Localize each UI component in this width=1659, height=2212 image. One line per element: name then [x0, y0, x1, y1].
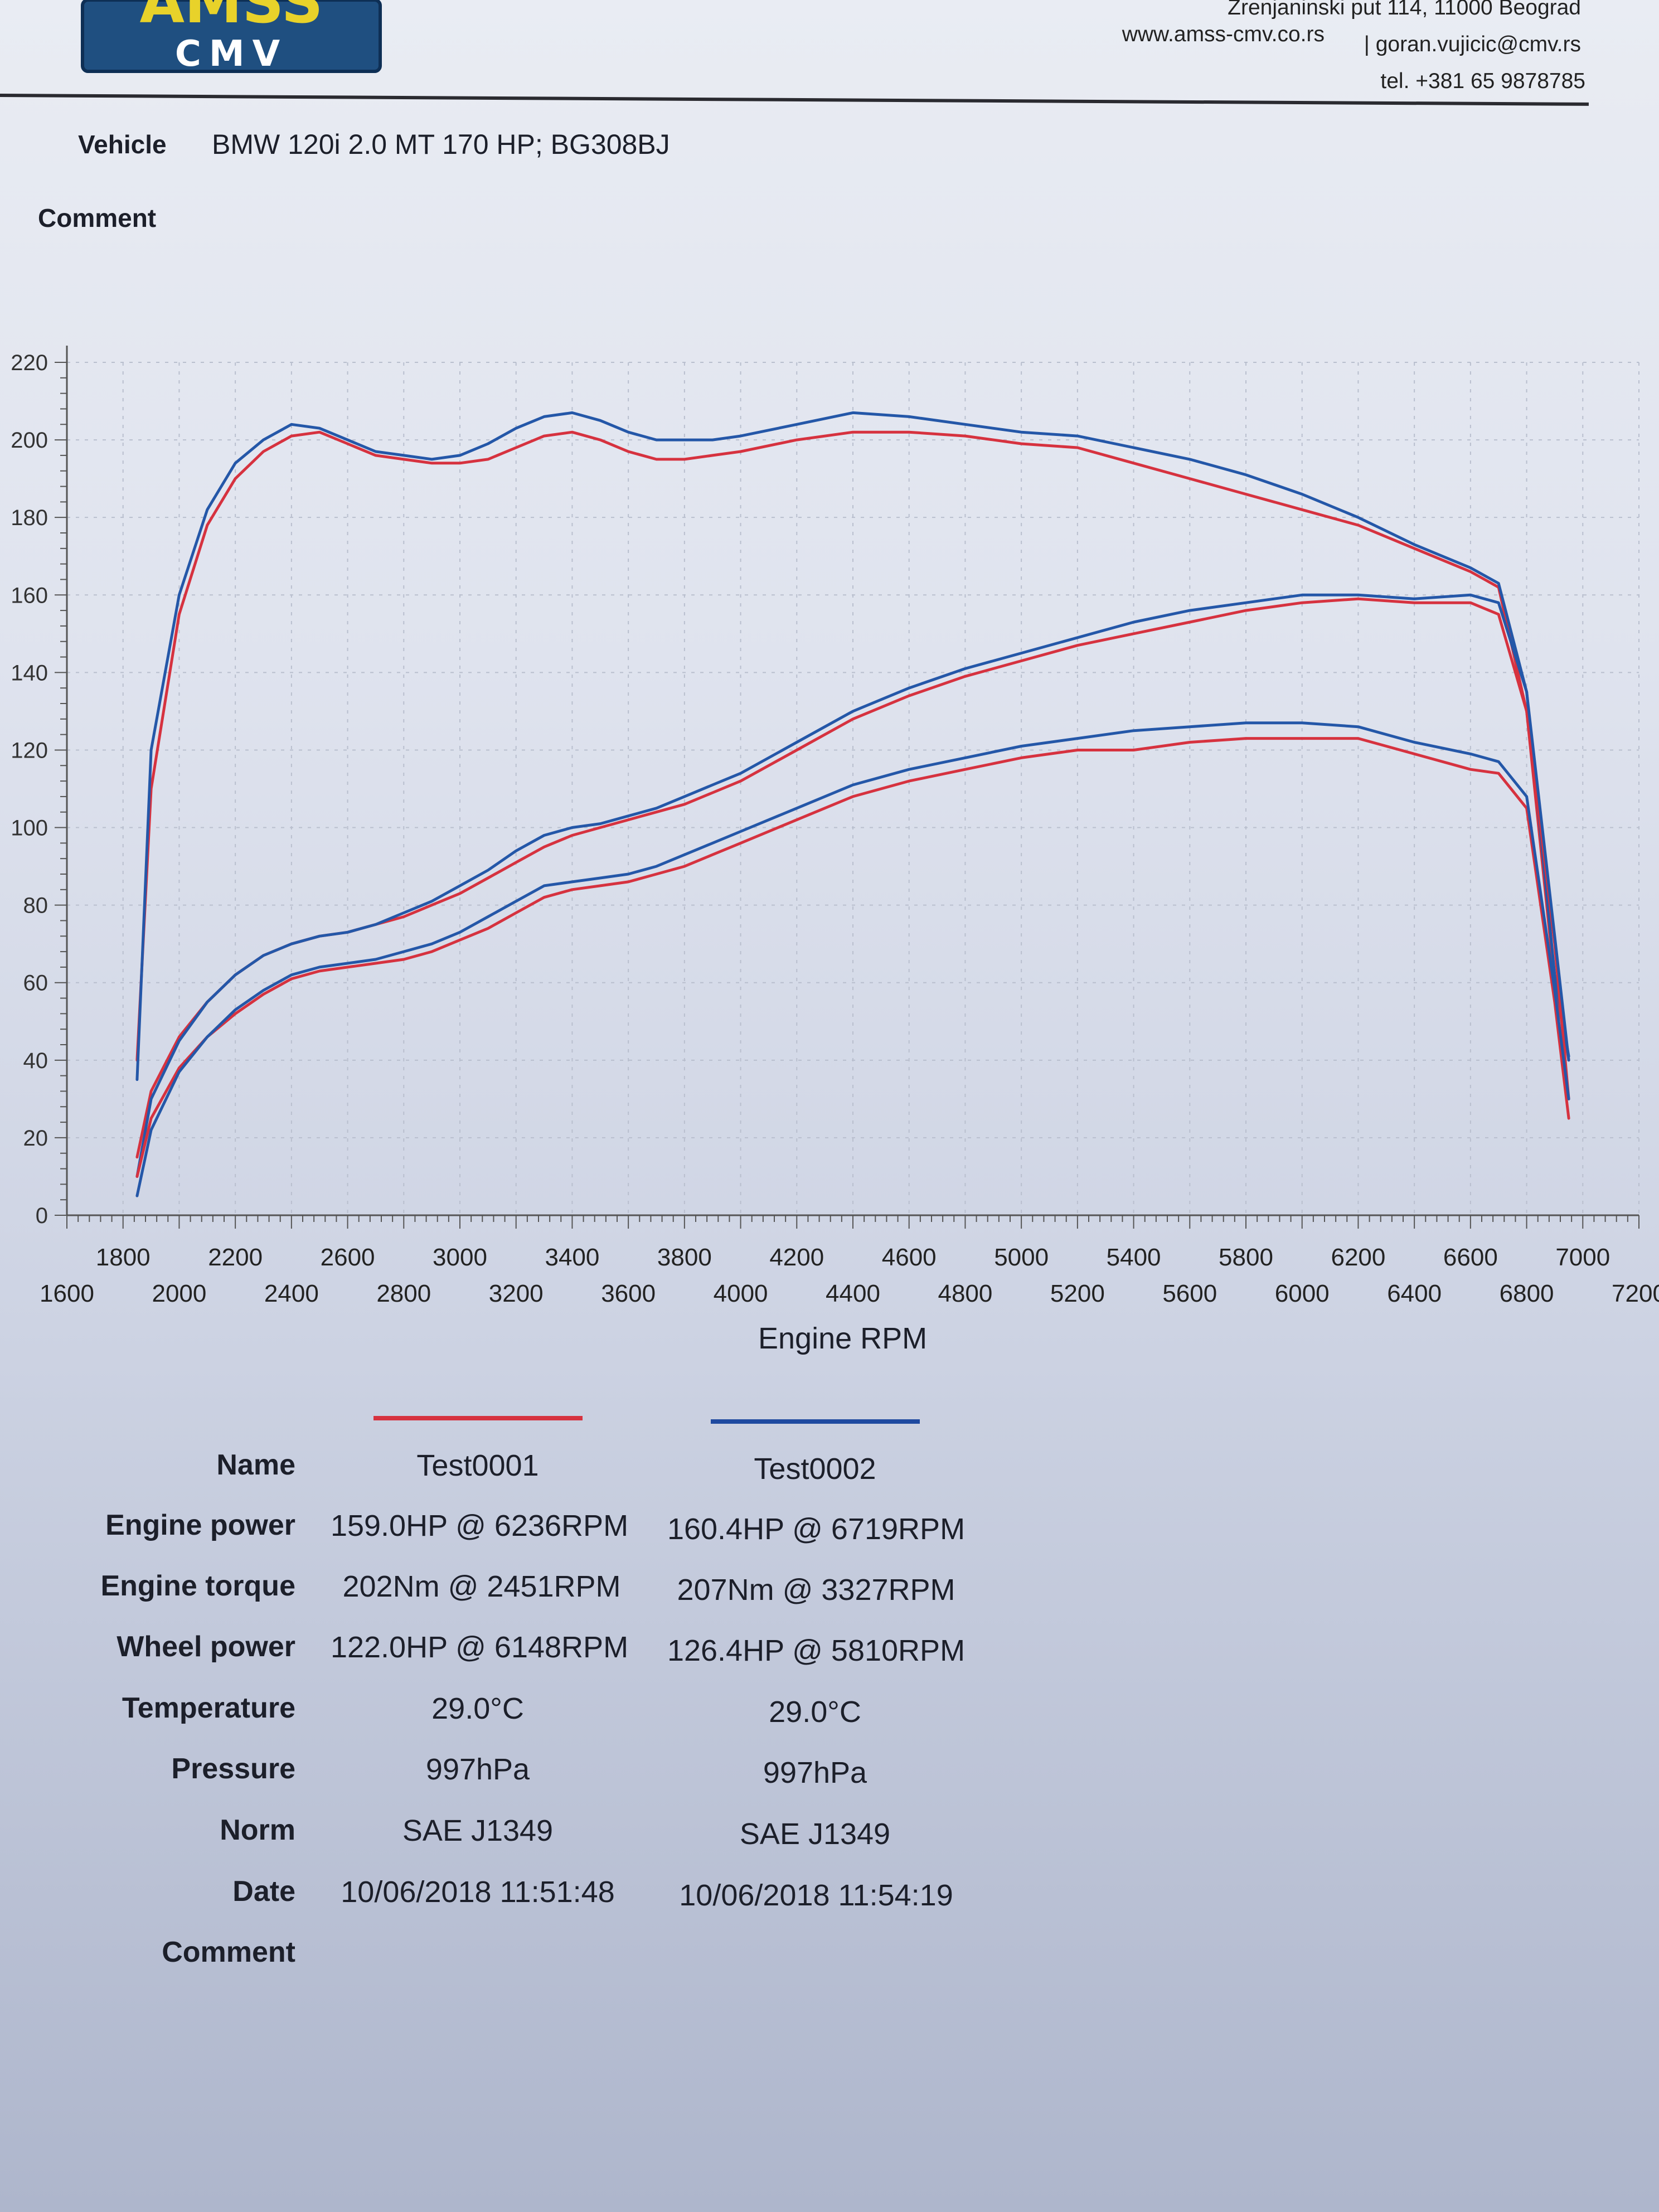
test2-wheel-power: 126.4HP @ 5810RPM — [667, 1634, 966, 1667]
x-tick-label-lower: 1600 — [40, 1280, 94, 1307]
row-label-norm: Norm — [220, 1814, 295, 1846]
x-tick-label-upper: 4200 — [769, 1244, 824, 1271]
x-tick-label-upper: 2200 — [208, 1244, 263, 1271]
y-tick-label: 60 — [23, 971, 48, 996]
row-label-engine-power: Engine power — [105, 1509, 295, 1541]
x-tick-label-lower: 7200 — [1612, 1280, 1659, 1307]
x-tick-label-lower: 6800 — [1500, 1280, 1554, 1307]
y-tick-label: 180 — [11, 506, 48, 530]
y-tick-label: 0 — [36, 1204, 48, 1228]
y-tick-label: 40 — [23, 1049, 48, 1073]
row-label-temperature: Temperature — [122, 1692, 295, 1724]
legend-line-test0001 — [373, 1416, 583, 1420]
y-tick-label: 200 — [11, 428, 48, 453]
x-tick-label-lower: 4800 — [938, 1280, 992, 1307]
x-tick-label-upper: 6600 — [1443, 1244, 1498, 1271]
logo-top-text: AMSS — [139, 0, 323, 36]
contact-address: Zrenjaninski put 114, 11000 Beograd — [1228, 0, 1581, 20]
chart-axes — [55, 346, 1639, 1229]
amss-cmv-logo: AMSS CMV — [81, 0, 382, 75]
x-tick-label-lower: 6400 — [1387, 1280, 1442, 1307]
test1-name: Test0001 — [416, 1449, 539, 1482]
x-tick-label-upper: 6200 — [1331, 1244, 1385, 1271]
x-tick-label-upper: 5000 — [994, 1244, 1049, 1271]
logo-bottom-text: CMV — [175, 33, 288, 75]
x-tick-label-upper: 4600 — [882, 1244, 937, 1271]
series-line-2 — [135, 411, 1570, 1081]
test1-wheel-power: 122.0HP @ 6148RPM — [330, 1631, 629, 1664]
row-label-name: Name — [216, 1449, 295, 1481]
y-tick-label: 100 — [11, 816, 48, 841]
row-label-date: Date — [232, 1875, 295, 1908]
x-tick-label-lower: 5600 — [1162, 1280, 1217, 1307]
series-line-5 — [135, 737, 1570, 1178]
series-line-1 — [135, 430, 1570, 1062]
x-tick-label-lower: 2800 — [376, 1280, 431, 1307]
series-line-6 — [135, 721, 1570, 1197]
y-tick-label: 220 — [11, 351, 48, 375]
x-tick-label-lower: 4000 — [714, 1280, 768, 1307]
test1-temperature: 29.0°C — [431, 1692, 524, 1725]
x-tick-label-upper: 3800 — [657, 1244, 712, 1271]
y-tick-label: 160 — [11, 583, 48, 608]
x-tick-label-lower: 2400 — [264, 1280, 319, 1307]
vehicle-value: BMW 120i 2.0 MT 170 HP; BG308BJ — [212, 129, 670, 160]
x-axis-title: Engine RPM — [758, 1322, 928, 1355]
header-divider — [0, 94, 1589, 106]
chart-series — [135, 411, 1570, 1197]
x-tick-label-upper: 3000 — [433, 1244, 487, 1271]
test1-date: 10/06/2018 11:51:48 — [341, 1875, 615, 1909]
x-tick-label-lower: 2000 — [152, 1280, 206, 1307]
test2-norm: SAE J1349 — [739, 1817, 891, 1851]
y-tick-labels: 0 20 40 60 80 100 120 140 160 180 200 220 — [11, 351, 48, 1228]
contact-phone: tel. +381 65 9878785 — [1380, 69, 1585, 93]
x-tick-label-upper: 7000 — [1555, 1244, 1610, 1271]
test2-temperature: 29.0°C — [769, 1695, 861, 1729]
x-tick-label-upper: 5400 — [1107, 1244, 1161, 1271]
test2-pressure: 997hPa — [763, 1756, 867, 1789]
x-tick-label-lower: 5200 — [1050, 1280, 1105, 1307]
x-tick-label-upper: 2600 — [321, 1244, 375, 1271]
x-tick-label-upper: 5800 — [1219, 1244, 1273, 1271]
y-tick-label: 80 — [23, 894, 48, 918]
test1-norm: SAE J1349 — [402, 1814, 554, 1847]
test2-engine-power: 160.4HP @ 6719RPM — [667, 1512, 966, 1546]
x-tick-label-lower: 4400 — [826, 1280, 880, 1307]
x-tick-label-upper: 1800 — [96, 1244, 151, 1271]
y-tick-label: 140 — [11, 661, 48, 685]
test2-name: Test0002 — [754, 1452, 876, 1486]
y-tick-label: 20 — [23, 1126, 48, 1151]
test1-engine-torque: 202Nm @ 2451RPM — [342, 1570, 621, 1603]
row-label-comment: Comment — [162, 1936, 295, 1968]
series-line-4 — [135, 593, 1570, 1178]
test1-pressure: 997hPa — [425, 1753, 530, 1786]
vehicle-label: Vehicle — [78, 130, 167, 159]
row-label-wheel-power: Wheel power — [117, 1631, 295, 1663]
x-tick-label-lower: 3200 — [489, 1280, 544, 1307]
test1-engine-power: 159.0HP @ 6236RPM — [330, 1509, 629, 1542]
y-tick-label: 120 — [11, 738, 48, 763]
contact-email: | goran.vujicic@cmv.rs — [1364, 32, 1581, 56]
series-line-3 — [135, 597, 1570, 1159]
row-label-engine-torque: Engine torque — [100, 1570, 295, 1602]
test2-date: 10/06/2018 11:54:19 — [679, 1879, 953, 1912]
x-tick-label-lower: 6000 — [1275, 1280, 1330, 1307]
row-label-pressure: Pressure — [171, 1753, 295, 1785]
test2-engine-torque: 207Nm @ 3327RPM — [677, 1573, 955, 1607]
contact-website: www.amss-cmv.co.rs — [1122, 22, 1325, 46]
x-tick-label-upper: 3400 — [545, 1244, 599, 1271]
x-tick-labels: 1800 2200 2600 3000 3400 3800 4200 4600 5000 5400… — [40, 1244, 1659, 1307]
comment-label: Comment — [38, 203, 157, 232]
x-tick-label-lower: 3600 — [601, 1280, 656, 1307]
chart-grid — [66, 362, 1639, 1216]
legend-line-test0002 — [711, 1419, 920, 1424]
